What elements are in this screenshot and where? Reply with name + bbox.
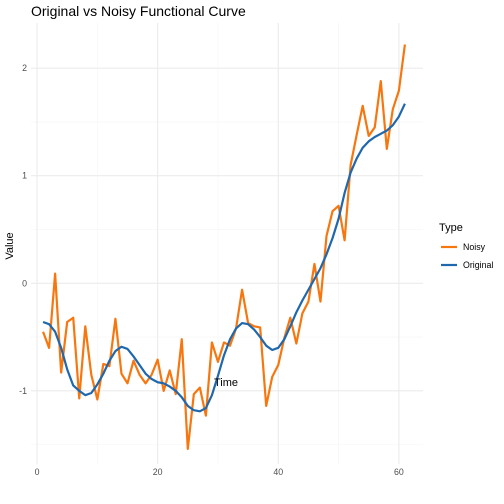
x-tick-label: 20 — [153, 467, 163, 477]
legend-label-noisy: Noisy — [463, 242, 486, 252]
x-tick-label: 0 — [35, 467, 40, 477]
x-tick-label: 40 — [273, 467, 283, 477]
y-axis-title: Value — [4, 232, 16, 259]
legend: Type Noisy Original — [439, 222, 493, 270]
chart-title: Original vs Noisy Functional Curve — [31, 3, 246, 19]
y-tick-label: 0 — [22, 278, 27, 288]
y-tick-label: 1 — [22, 171, 27, 181]
x-tick-label: 60 — [394, 467, 404, 477]
series-line-noisy — [42, 44, 407, 451]
series-line-original — [42, 103, 406, 413]
series-lines — [42, 44, 407, 451]
x-axis-ticks: 0 20 40 60 — [35, 467, 404, 477]
y-tick-label: 2 — [22, 63, 27, 73]
legend-title: Type — [439, 222, 463, 234]
grid — [31, 23, 423, 464]
y-tick-label: -1 — [19, 386, 27, 396]
y-axis-ticks: -1 0 1 2 — [19, 63, 27, 396]
legend-label-original: Original — [463, 260, 493, 270]
x-axis-title: Time — [214, 377, 238, 389]
